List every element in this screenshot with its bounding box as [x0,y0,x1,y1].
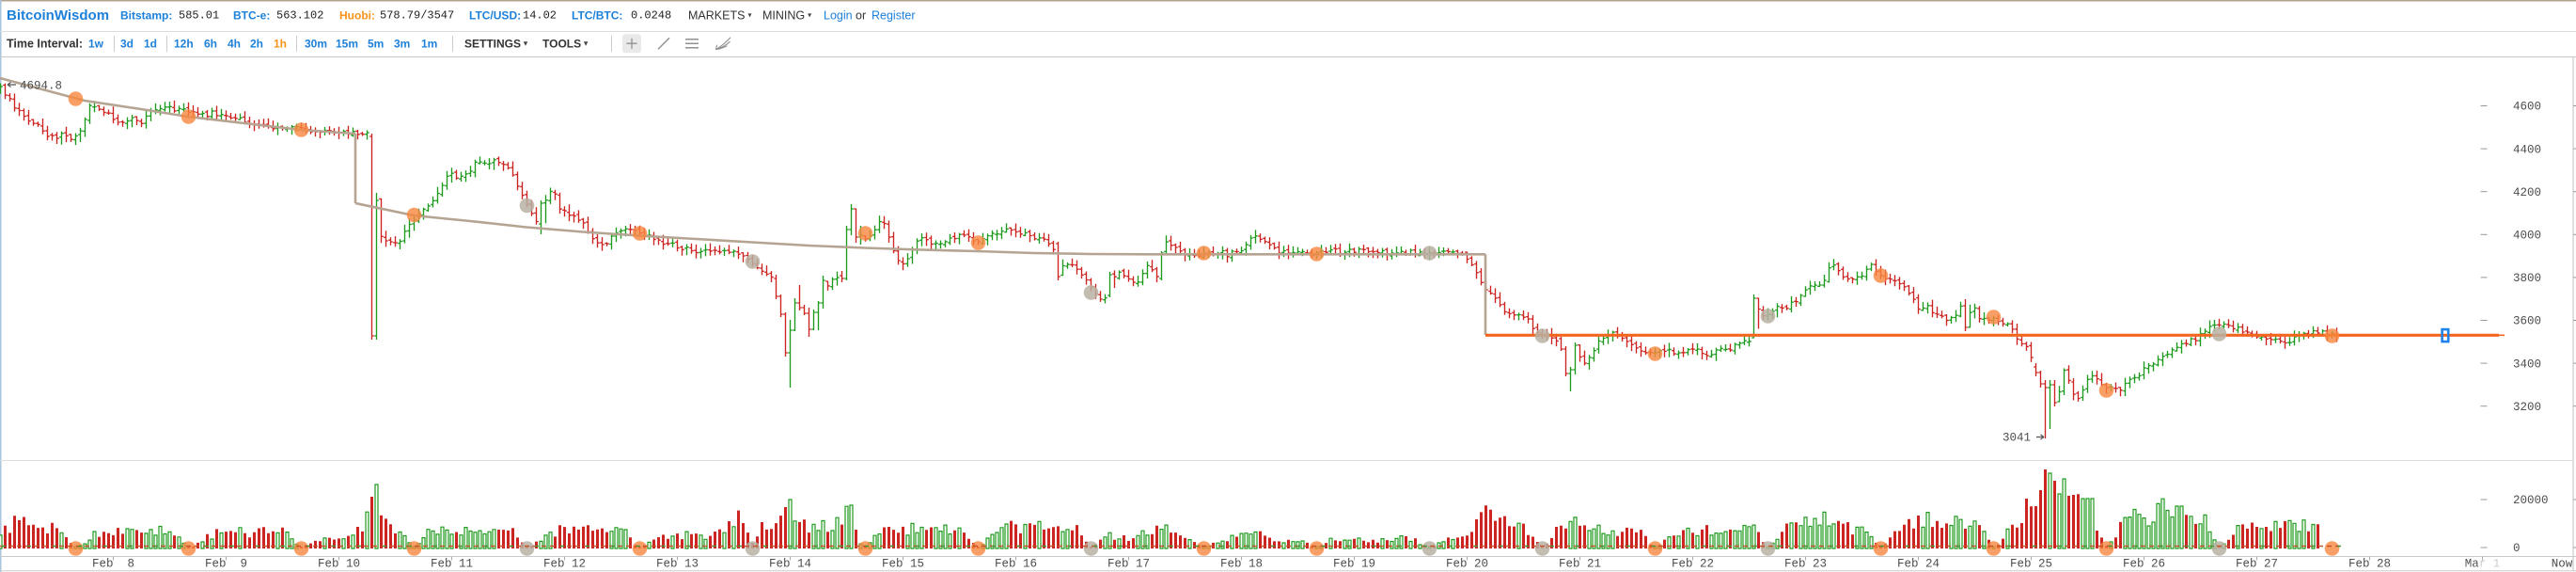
svg-text:4000: 4000 [2513,230,2541,243]
svg-text:3600: 3600 [2513,315,2541,328]
svg-text:Now: Now [2552,558,2573,571]
svg-text:Feb 24: Feb 24 [1897,558,1940,571]
svg-text:4694.8: 4694.8 [20,80,62,93]
svg-text:Feb 28: Feb 28 [2348,558,2391,571]
svg-text:Feb 17: Feb 17 [1107,558,1150,571]
svg-text:Feb 16: Feb 16 [995,558,1037,571]
svg-text:Feb 10: Feb 10 [318,558,360,571]
svg-text:3041: 3041 [2003,432,2031,445]
svg-text:Feb 23: Feb 23 [1784,558,1827,571]
svg-text:Feb 19: Feb 19 [1333,558,1375,571]
svg-text:Feb 9: Feb 9 [205,558,247,571]
svg-text:Mar 1: Mar 1 [2465,558,2501,571]
svg-text:0: 0 [2513,542,2521,555]
svg-text:Feb 20: Feb 20 [1446,558,1488,571]
svg-text:3200: 3200 [2513,401,2541,414]
svg-text:3400: 3400 [2513,358,2541,371]
svg-text:Feb 21: Feb 21 [1559,558,1601,571]
svg-text:Feb 11: Feb 11 [431,558,473,571]
svg-text:Feb 15: Feb 15 [882,558,924,571]
svg-text:Feb 14: Feb 14 [769,558,811,571]
svg-text:Feb 25: Feb 25 [2010,558,2052,571]
svg-text:Feb 26: Feb 26 [2123,558,2165,571]
svg-text:20000: 20000 [2513,494,2549,507]
svg-text:3800: 3800 [2513,272,2541,285]
svg-text:Feb 13: Feb 13 [656,558,699,571]
svg-text:Feb 8: Feb 8 [92,558,134,571]
svg-text:Feb 27: Feb 27 [2236,558,2278,571]
svg-text:4400: 4400 [2513,143,2541,156]
svg-text:Feb 18: Feb 18 [1220,558,1263,571]
svg-text:Feb 12: Feb 12 [543,558,586,571]
svg-text:4600: 4600 [2513,101,2541,114]
svg-text:4200: 4200 [2513,186,2541,199]
svg-text:Feb 22: Feb 22 [1672,558,1714,571]
